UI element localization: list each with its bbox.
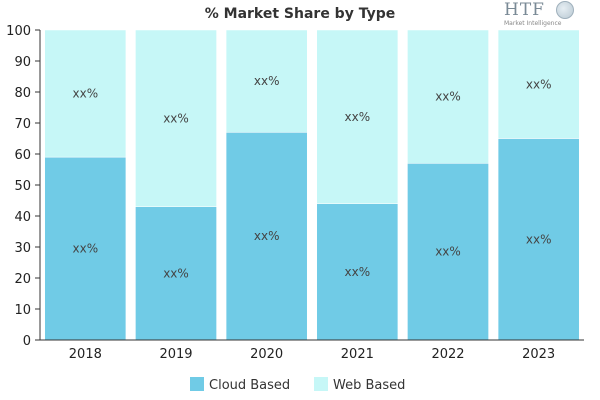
legend-label: Cloud Based (209, 378, 290, 393)
data-label: xx% (163, 111, 189, 125)
bar-segment-web-based (497, 29, 580, 139)
bar-segment-web-based (135, 29, 217, 207)
y-tick-label: 20 (14, 272, 31, 287)
data-label: xx% (526, 232, 552, 246)
x-tick-label: 2020 (250, 347, 283, 362)
bar-segment-web-based (225, 29, 308, 133)
x-tick-label: 2022 (431, 347, 464, 362)
globe-icon (556, 1, 574, 19)
bar-segment-cloud-based (316, 203, 399, 341)
logo-subtext: Market Intelligence (504, 20, 562, 27)
logo-text: HTF (504, 0, 545, 20)
bar-segment-cloud-based (225, 132, 308, 341)
x-tick-label: 2023 (522, 347, 555, 362)
y-tick-label: 10 (14, 303, 31, 318)
bar-segment-cloud-based (44, 156, 127, 341)
y-tick-label: 40 (14, 210, 31, 225)
data-label: xx% (254, 229, 280, 243)
y-tick-label: 80 (14, 86, 31, 101)
y-tick-label: 0 (23, 334, 31, 349)
y-tick-label: 90 (14, 55, 31, 70)
data-label: xx% (163, 266, 189, 280)
y-tick-label: 30 (14, 241, 31, 256)
legend-swatch (314, 377, 328, 391)
htf-logo: HTF Market Intelligence (498, 0, 588, 30)
data-label: xx% (254, 74, 280, 88)
bar-segment-web-based (407, 29, 489, 164)
data-label: xx% (435, 90, 461, 104)
y-tick-label: 50 (14, 179, 31, 194)
x-tick-label: 2019 (159, 347, 192, 362)
y-tick-label: 100 (6, 24, 31, 39)
bar-segment-cloud-based (497, 138, 580, 341)
y-tick-label: 60 (14, 148, 31, 163)
data-label: xx% (73, 242, 99, 256)
x-axis: 2018 2019 2020 2021 2022 2023 (40, 339, 584, 362)
bar-segment-web-based (44, 29, 127, 158)
y-tick-label: 70 (14, 117, 31, 132)
chart-title: % Market Share by Type (205, 6, 396, 22)
y-axis: 0 10 20 30 40 50 60 70 80 90 100 (6, 24, 41, 349)
data-label: xx% (73, 87, 99, 101)
data-label: xx% (435, 245, 461, 259)
data-label: xx% (345, 110, 371, 124)
x-tick-label: 2021 (341, 347, 374, 362)
bars-group: xx% xx% xx% xx% xx% xx% xx% xx% xx% xx% xx% xx% (44, 29, 580, 341)
legend-swatch (190, 377, 204, 391)
data-label: xx% (526, 77, 552, 91)
data-label: xx% (345, 265, 371, 279)
legend: Cloud Based Web Based (190, 377, 405, 393)
x-tick-label: 2018 (69, 347, 102, 362)
legend-label: Web Based (333, 378, 405, 393)
bar-segment-web-based (316, 29, 399, 204)
